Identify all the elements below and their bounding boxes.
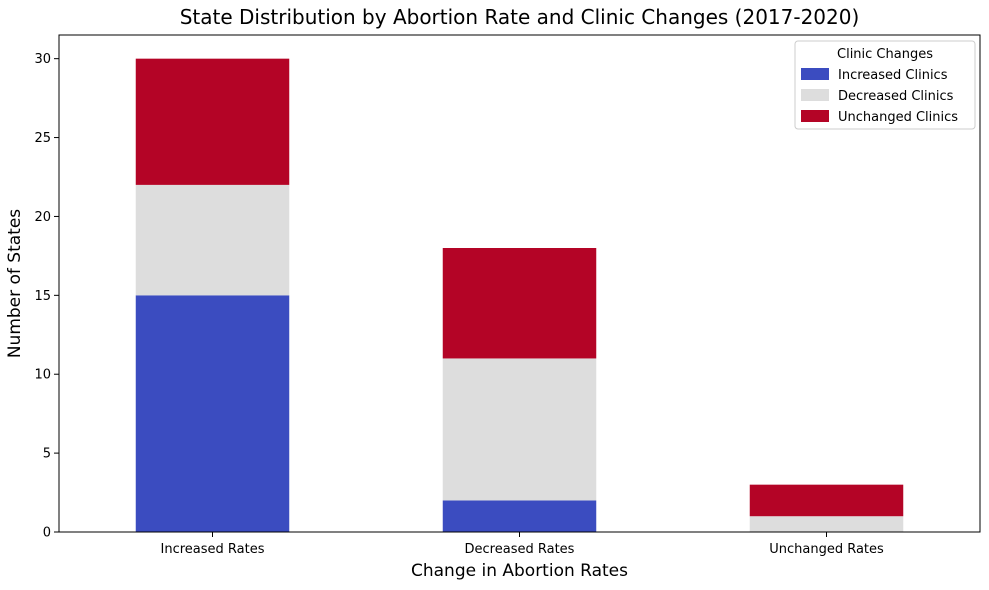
legend-label-2: Decreased Clinics [838,89,954,104]
bar-1-1 [135,295,290,532]
chart-title: State Distribution by Abortion Rate and … [180,5,860,29]
legend-swatch-2 [801,89,829,101]
y-tick-label-4: 20 [34,210,51,225]
bar-3-3 [749,484,904,517]
legend-title: Clinic Changes [837,47,933,62]
legend-box [794,40,976,130]
legend-label-3: Unchanged Clinics [838,110,958,125]
x-tick-label-2: Unchanged Rates [769,542,884,557]
bar-3-2 [442,248,597,359]
y-axis-label: Number of States [5,209,25,358]
y-tick-label-0: 0 [43,526,51,541]
x-axis-label: Change in Abortion Rates [411,561,628,581]
legend-items: Increased Clinics Decreased Clinics Unchan… [801,68,958,125]
bar-2-1 [135,184,290,296]
legend: Clinic Changes Increased Clinics Decrease… [794,40,976,130]
bar-1-2 [442,500,597,532]
y-axis: 0 5 10 15 20 25 30 [34,52,59,541]
bar-2-3 [749,516,904,532]
y-tick-label-6: 30 [34,52,51,67]
legend-swatch-3 [801,110,829,122]
x-tick-label-1: Decreased Rates [465,542,575,557]
bars [135,58,904,532]
x-tick-label-0: Increased Rates [161,542,265,557]
legend-label-1: Increased Clinics [838,68,948,83]
y-tick-label-1: 5 [43,447,51,462]
x-axis: Increased Rates Decreased Rates Unchanged … [161,532,884,557]
legend-swatch-1 [801,68,829,80]
y-tick-label-2: 10 [34,368,51,383]
bar-2-2 [442,358,597,501]
bar-3-1 [135,58,290,185]
y-tick-label-3: 15 [34,289,51,304]
y-tick-label-5: 25 [34,131,51,146]
